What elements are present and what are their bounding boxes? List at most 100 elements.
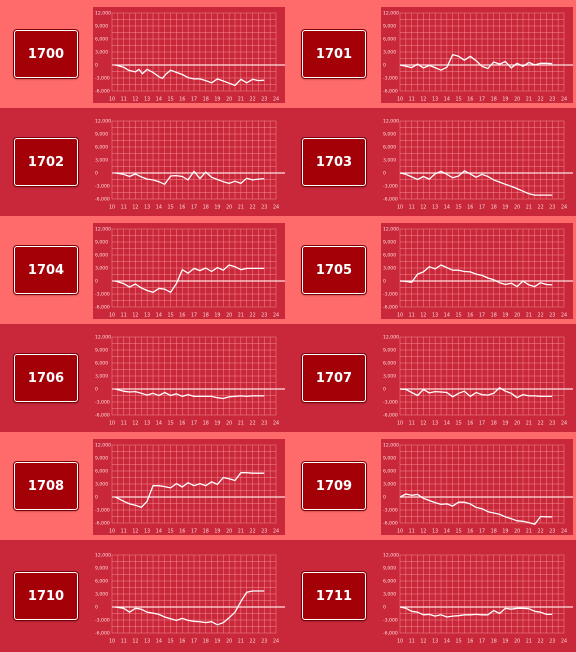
x-tick-label: 23 xyxy=(261,421,267,427)
y-tick-label: 12,000 xyxy=(383,335,399,341)
x-tick-label: 22 xyxy=(250,529,256,535)
y-tick-label: 0 xyxy=(95,495,98,501)
x-tick-label: 11 xyxy=(409,205,415,211)
x-tick-label: 24 xyxy=(273,529,279,535)
x-tick-label: 24 xyxy=(273,97,279,103)
x-tick-label: 21 xyxy=(238,313,244,319)
machine-button[interactable]: 1701 xyxy=(302,30,366,78)
slump-chart: 12,000 9,000 6,000 3,000 0 -3,000 -6,000 10 11 12… xyxy=(93,223,285,319)
x-tick-label: 20 xyxy=(226,205,232,211)
x-tick-label: 14 xyxy=(156,97,162,103)
slump-chart: 12,000 9,000 6,000 3,000 0 -3,000 -6,000 10 11 12… xyxy=(381,549,573,645)
x-tick-label: 15 xyxy=(456,529,462,535)
x-tick-label: 10 xyxy=(397,639,403,645)
x-tick-label: 12 xyxy=(420,529,426,535)
x-tick-label: 11 xyxy=(121,529,127,535)
y-tick-label: 3,000 xyxy=(95,266,108,272)
chart-background xyxy=(93,549,285,645)
x-tick-label: 24 xyxy=(561,639,567,645)
slump-chart: 12,000 9,000 6,000 3,000 0 -3,000 -6,000 10 11 12… xyxy=(381,331,573,427)
y-tick-label: 0 xyxy=(383,279,386,285)
machine-cell: 1701 12,000 9,000 6,000 3,000 0 -3,000 -6,000 10… xyxy=(288,0,576,108)
x-tick-label: 18 xyxy=(491,421,497,427)
y-tick-label: -3,000 xyxy=(383,292,398,298)
y-tick-label: -6,000 xyxy=(95,197,110,203)
x-tick-label: 14 xyxy=(444,421,450,427)
y-tick-label: 6,000 xyxy=(95,253,108,259)
y-tick-label: 0 xyxy=(383,387,386,393)
chart-background xyxy=(93,115,285,211)
y-tick-label: 3,000 xyxy=(383,266,396,272)
machine-button[interactable]: 1709 xyxy=(302,462,366,510)
y-tick-label: 0 xyxy=(95,279,98,285)
y-tick-label: -6,000 xyxy=(95,305,110,311)
x-tick-label: 14 xyxy=(156,421,162,427)
series-line xyxy=(115,64,265,87)
x-tick-label: 20 xyxy=(514,205,520,211)
x-tick-label: 23 xyxy=(549,97,555,103)
x-tick-label: 14 xyxy=(444,529,450,535)
x-tick-label: 23 xyxy=(549,529,555,535)
x-tick-label: 15 xyxy=(168,421,174,427)
y-tick-label: 3,000 xyxy=(95,482,108,488)
x-tick-label: 20 xyxy=(514,421,520,427)
machine-button[interactable]: 1711 xyxy=(302,572,366,620)
x-tick-label: 23 xyxy=(549,313,555,319)
machine-button[interactable]: 1703 xyxy=(302,138,366,186)
machine-button[interactable]: 1702 xyxy=(14,138,78,186)
x-tick-label: 20 xyxy=(226,97,232,103)
x-tick-label: 21 xyxy=(526,421,532,427)
machine-button[interactable]: 1708 xyxy=(14,462,78,510)
y-tick-label: -6,000 xyxy=(383,631,398,637)
y-tick-label: 0 xyxy=(383,605,386,611)
y-tick-label: 6,000 xyxy=(383,145,396,151)
x-tick-label: 22 xyxy=(250,313,256,319)
y-tick-label: 9,000 xyxy=(95,240,108,246)
x-tick-label: 23 xyxy=(549,205,555,211)
x-tick-label: 24 xyxy=(561,97,567,103)
x-tick-label: 17 xyxy=(479,639,485,645)
x-tick-label: 22 xyxy=(538,529,544,535)
series-line xyxy=(115,264,265,293)
y-tick-label: 6,000 xyxy=(95,361,108,367)
series-line xyxy=(115,472,265,509)
machine-button[interactable]: 1700 xyxy=(14,30,78,78)
x-tick-label: 13 xyxy=(144,529,150,535)
machine-button[interactable]: 1710 xyxy=(14,572,78,620)
x-tick-label: 23 xyxy=(261,205,267,211)
machine-button[interactable]: 1704 xyxy=(14,246,78,294)
x-tick-label: 15 xyxy=(456,205,462,211)
x-tick-label: 20 xyxy=(226,421,232,427)
x-tick-label: 18 xyxy=(203,421,209,427)
slump-chart: 12,000 9,000 6,000 3,000 0 -3,000 -6,000 10 11 12… xyxy=(381,439,573,535)
x-tick-label: 21 xyxy=(238,421,244,427)
x-tick-label: 17 xyxy=(479,97,485,103)
y-tick-label: 12,000 xyxy=(383,227,399,233)
x-tick-label: 20 xyxy=(226,639,232,645)
x-tick-label: 16 xyxy=(179,97,185,103)
x-tick-label: 16 xyxy=(467,639,473,645)
series-line xyxy=(399,493,553,525)
machine-button[interactable]: 1705 xyxy=(302,246,366,294)
y-tick-label: 9,000 xyxy=(95,132,108,138)
x-tick-label: 12 xyxy=(420,97,426,103)
series-line xyxy=(399,606,553,618)
y-tick-label: -3,000 xyxy=(95,618,110,624)
x-tick-label: 21 xyxy=(526,529,532,535)
machine-button[interactable]: 1706 xyxy=(14,354,78,402)
y-tick-label: 9,000 xyxy=(95,566,108,572)
slump-chart: 12,000 9,000 6,000 3,000 0 -3,000 -6,000 10 11 12… xyxy=(381,115,573,211)
x-tick-label: 17 xyxy=(479,421,485,427)
x-tick-label: 21 xyxy=(238,529,244,535)
y-tick-label: 9,000 xyxy=(383,132,396,138)
x-tick-label: 13 xyxy=(144,313,150,319)
y-tick-label: 12,000 xyxy=(383,11,399,17)
x-tick-label: 10 xyxy=(397,529,403,535)
x-tick-label: 12 xyxy=(132,529,138,535)
chart-background xyxy=(93,331,285,427)
machine-button[interactable]: 1707 xyxy=(302,354,366,402)
y-tick-label: 0 xyxy=(95,171,98,177)
x-tick-label: 13 xyxy=(144,97,150,103)
x-tick-label: 19 xyxy=(214,421,220,427)
x-tick-label: 19 xyxy=(502,529,508,535)
